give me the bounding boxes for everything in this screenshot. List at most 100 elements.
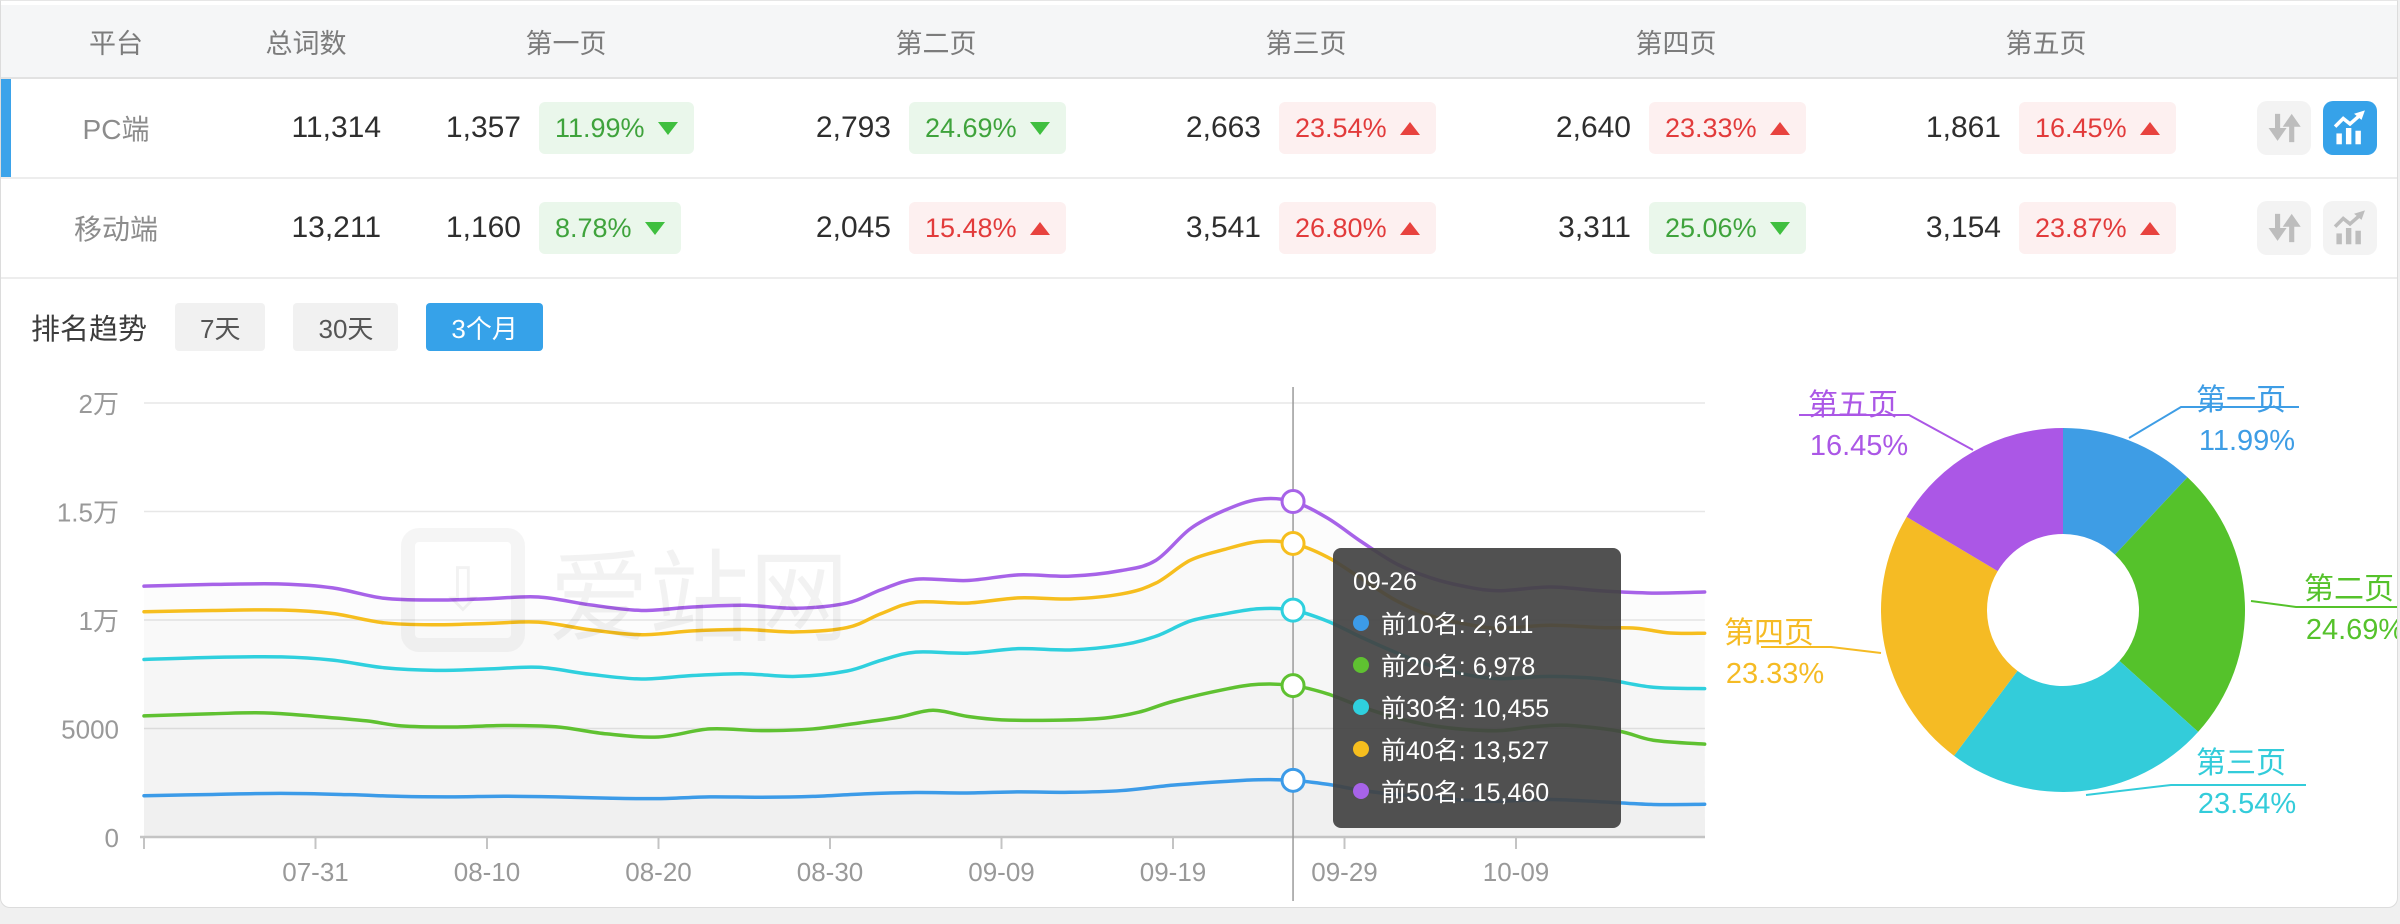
tab-period-2[interactable]: 30天 [293,303,399,351]
change-badge: 16.45% [2019,102,2176,154]
platform-label: PC端 [82,114,150,145]
donut-label-page2: 第二页 [2304,573,2394,606]
col-header-platform: 平台 [89,28,143,59]
page1-group: 1,160 8.78% [381,202,751,254]
page5-group: 3,154 23.87% [1861,202,2231,254]
x-axis-label: 08-20 [625,857,692,887]
donut-pct-page5: 16.45% [1810,430,1908,462]
trend-chart-button[interactable] [2323,101,2377,155]
triangle-up-icon [1769,121,1790,135]
table-header-row: 平台 总词数 第一页 第二页 第三页 第四页 第五页 [1,5,2397,79]
page3-group: 2,663 23.54% [1121,102,1491,154]
donut-slice-page3[interactable] [1953,660,2199,792]
x-axis-label: 10-09 [1483,857,1550,887]
total-words-value: 11,314 [291,111,381,144]
x-axis-label: 09-19 [1140,857,1207,887]
change-percent: 23.33% [1665,112,1757,143]
tab-period-1[interactable]: 7天 [175,303,266,351]
page1-group: 1,357 11.99% [381,102,751,154]
crosshair-marker-前50名 [1280,489,1306,515]
page4-group: 3,311 25.06% [1491,202,1861,254]
change-percent: 16.45% [2035,112,2127,143]
donut-slice-page4[interactable] [1881,516,2018,756]
col-header-page4: 第四页 [1635,28,1717,59]
watermark: ⇩ 爱站网 [401,517,849,662]
change-percent: 11.99% [555,112,645,143]
tooltip-item-text: 前40名: 13,527 [1381,737,1550,765]
x-axis-label: 09-09 [968,857,1035,887]
y-axis-label: 5000 [61,715,119,745]
change-badge: 23.54% [1279,102,1436,154]
aizhan-logo-icon: ⇩ [401,527,525,652]
col-header-page1: 第一页 [525,28,607,59]
chart-area: ⇩ 爱站网 0 5000 1万 1.5万 2万 07-31 08-10 08-20 08-30 0… [1,367,2397,907]
table-body: PC端 11,314 1,357 11.99% 2,793 24.69% 2,663 23.5… [1,79,2397,279]
page-count: 1,861 [1925,111,2001,144]
table-row-pc[interactable]: PC端 11,314 1,357 11.99% 2,793 24.69% 2,663 23.5… [1,79,2397,179]
change-badge: 24.69% [909,102,1066,154]
triangle-down-icon [644,221,665,235]
y-axis-label: 2万 [79,389,119,419]
change-percent: 23.54% [1295,112,1387,143]
watermark-text: 爱站网 [549,543,849,655]
donut-label-leader [1799,414,1974,451]
page-count: 1,357 [445,111,521,144]
col-header-page3: 第三页 [1265,28,1347,59]
change-percent: 24.69% [925,112,1017,143]
tab-period-3[interactable]: 3个月 [426,303,543,351]
change-percent: 15.48% [925,212,1017,243]
donut-label-page1: 第一页 [2196,384,2286,417]
platform-label: 移动端 [73,214,158,245]
sort-button[interactable] [2257,201,2311,255]
donut-slice-page5[interactable] [1906,428,2063,572]
page4-group: 2,640 23.33% [1491,102,1861,154]
chart-tooltip: 09-26 前10名: 2,611 前20名: 6,978 前30名: 10,455… [1333,548,1621,828]
tooltip-item: 前20名: 6,978 [1353,644,1601,686]
donut-pct-page1: 11.99% [2199,425,2295,457]
table-row-mobile[interactable]: 移动端 13,211 1,160 8.78% 2,045 15.48% 3,541 26.80… [1,179,2397,279]
y-axis-label: 1.5万 [57,498,119,528]
trend-chart-button[interactable] [2323,201,2377,255]
sort-button[interactable] [2257,101,2311,155]
change-percent: 23.87% [2035,212,2127,243]
tooltip-item: 前10名: 2,611 [1353,602,1601,644]
x-axis-label: 08-10 [454,857,521,887]
change-badge: 23.87% [2019,202,2176,254]
x-axis-label: 09-29 [1311,857,1378,887]
change-badge: 8.78% [539,202,681,254]
series-dot-icon [1353,615,1369,631]
period-tabs: 7天 30天 3个月 [175,303,543,351]
crosshair-marker-前40名 [1280,530,1306,556]
page2-group: 2,045 15.48% [751,202,1121,254]
col-header-total: 总词数 [265,28,347,59]
change-percent: 26.80% [1295,212,1387,243]
page-count: 3,154 [1925,211,2001,244]
col-header-page2: 第二页 [895,28,977,59]
x-axis-label: 07-31 [282,857,349,887]
triangle-up-icon [1399,121,1420,135]
change-badge: 15.48% [909,202,1066,254]
donut-slice-page1[interactable] [2063,428,2188,555]
sort-arrows-icon [2268,113,2301,143]
page-count: 2,045 [815,211,891,244]
change-badge: 11.99% [539,102,694,154]
trend-chart-icon [2333,210,2365,245]
donut-slice-page2[interactable] [2114,477,2245,732]
row-actions [2231,201,2397,255]
y-axis-label: 0 [105,823,119,853]
donut-pct-page2: 24.69% [2306,614,2398,646]
change-badge: 23.33% [1649,102,1806,154]
triangle-down-icon [1029,121,1050,135]
tooltip-item-text: 前30名: 10,455 [1381,695,1550,723]
donut-pct-page3: 23.54% [2198,788,2296,820]
tooltip-item: 前30名: 10,455 [1353,686,1601,728]
tooltip-item-text: 前10名: 2,611 [1381,611,1534,639]
crosshair-marker-前10名 [1280,767,1306,793]
donut-pct-page4: 23.33% [1726,658,1824,690]
col-header-page5: 第五页 [2005,28,2087,59]
triangle-down-icon [1769,221,1790,235]
row-actions [2231,101,2397,155]
page-count: 2,663 [1185,111,1261,144]
change-badge: 26.80% [1279,202,1436,254]
